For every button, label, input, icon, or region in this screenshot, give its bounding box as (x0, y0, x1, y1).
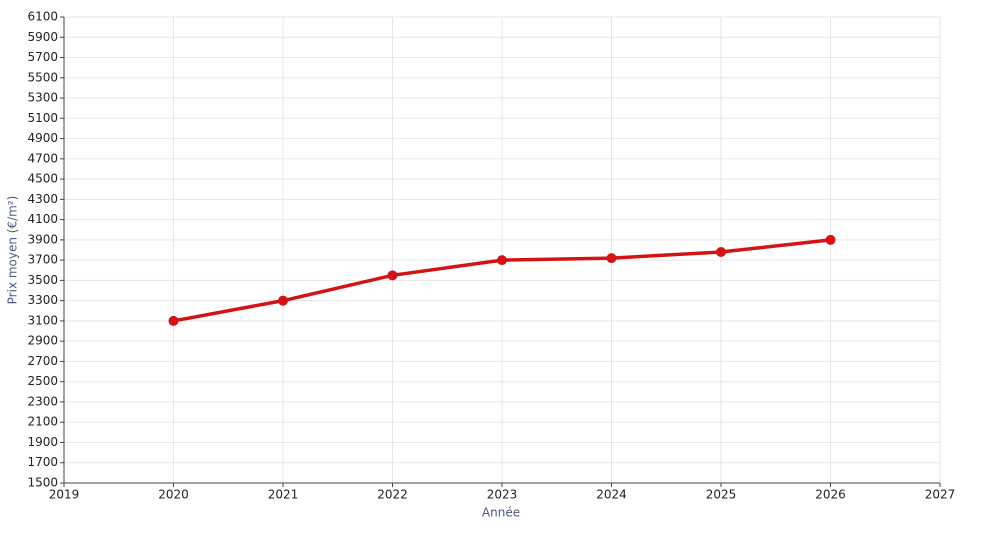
y-tick-label: 5700 (27, 50, 58, 64)
y-tick-label: 5500 (27, 70, 58, 84)
y-tick-label: 5100 (27, 111, 58, 125)
y-tick-label: 4100 (27, 212, 58, 226)
y-tick-label: 4500 (27, 172, 58, 186)
x-tick-label: 2024 (596, 488, 627, 502)
y-tick-label: 4700 (27, 151, 58, 165)
x-tick-label: 2021 (268, 488, 299, 502)
y-tick-label: 2100 (27, 415, 58, 429)
y-tick-label: 2700 (27, 354, 58, 368)
x-tick-label: 2027 (925, 488, 956, 502)
y-tick-label: 4900 (27, 131, 58, 145)
y-tick-label: 2500 (27, 374, 58, 388)
x-tick-label: 2026 (815, 488, 846, 502)
y-tick-label: 6100 (27, 10, 58, 24)
x-tick-label: 2023 (487, 488, 518, 502)
data-point (825, 234, 836, 245)
data-point (497, 255, 507, 266)
y-tick-label: 5300 (27, 91, 58, 105)
y-tick-label: 5900 (27, 30, 58, 44)
y-tick-label: 3900 (27, 232, 58, 246)
x-tick-label: 2022 (377, 488, 408, 502)
data-point (716, 247, 726, 258)
y-tick-label: 3300 (27, 293, 58, 307)
x-tick-label: 2025 (706, 488, 737, 502)
y-tick-label: 4300 (27, 192, 58, 206)
x-tick-label: 2020 (158, 488, 189, 502)
data-point (606, 253, 617, 264)
data-point (387, 270, 398, 281)
y-tick-label: 2900 (27, 334, 58, 348)
y-tick-label: 3100 (27, 313, 58, 327)
y-tick-label: 1900 (27, 435, 58, 449)
y-tick-label: 2300 (27, 394, 58, 408)
x-axis-title: Année (482, 506, 520, 520)
y-tick-label: 1700 (27, 455, 58, 469)
y-tick-label: 3500 (27, 273, 58, 287)
data-point (278, 295, 288, 306)
x-tick-label: 2019 (49, 488, 80, 502)
y-axis-title: Prix moyen (€/m²) (6, 196, 20, 305)
y-tick-label: 3700 (27, 253, 58, 267)
data-point (168, 315, 179, 326)
y-tick-label: 1500 (27, 476, 58, 490)
